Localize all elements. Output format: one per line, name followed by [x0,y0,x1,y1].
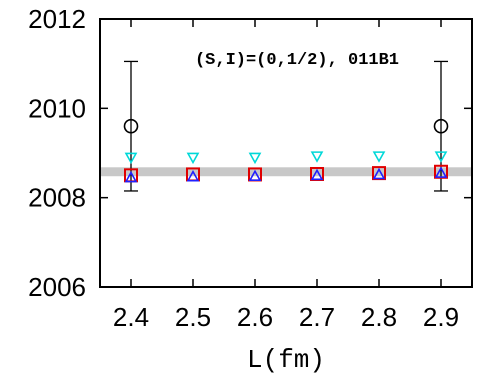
point-1-3 [310,151,324,163]
x-tick-label-5: 2.9 [423,302,459,332]
x-tick-label-2: 2.6 [237,302,273,332]
ytick-label-layer: 2006 2008 2010 2012 [28,4,86,302]
point-3-0 [124,170,138,183]
point-0-0 [123,118,139,134]
x-tick-label-4: 2.8 [361,302,397,332]
y-tick-label-1: 2008 [28,183,86,213]
point-1-4 [372,151,386,163]
point-3-1 [186,170,200,182]
point-1-2 [248,152,262,165]
point-3-3 [310,168,324,181]
plot-frame [99,18,473,288]
point-3-2 [248,169,262,182]
point-1-1 [186,152,200,165]
xtick-label-layer: 2.4 2.5 2.6 2.7 2.8 2.9 [113,302,459,332]
point-3-5 [434,166,448,178]
x-tick-label-0: 2.4 [113,302,149,332]
band-layer [100,167,472,177]
shaded-band [100,167,472,177]
x-tick-label-3: 2.7 [299,302,335,332]
point-3-4 [372,167,386,180]
tick-layer [100,18,472,288]
marker-layer [123,118,449,183]
x-axis-title: L(fm) [247,345,325,375]
point-1-5 [434,151,448,163]
point-0-1 [433,118,449,134]
plot-annotation: (S,I)=(0,1/2), 011B1 [195,51,399,70]
y-tick-label-0: 2006 [28,272,86,302]
y-tick-label-3: 2012 [28,4,86,34]
point-1-0 [124,152,138,165]
y-tick-label-2: 2010 [28,93,86,123]
x-tick-label-1: 2.5 [175,302,211,332]
